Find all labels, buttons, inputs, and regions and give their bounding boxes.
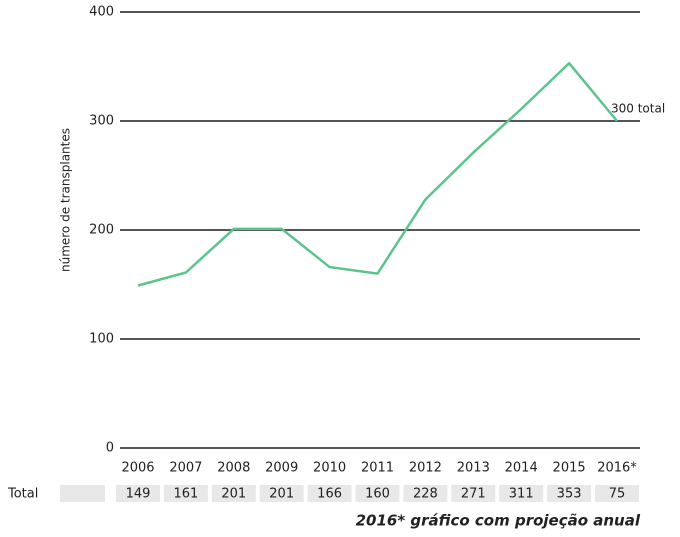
table-cell — [259, 485, 304, 502]
annotation: 300 total — [611, 102, 665, 116]
x-tick-label: 2016* — [597, 461, 637, 476]
table-cell — [595, 485, 639, 502]
x-tick-label: 2012 — [409, 461, 442, 476]
table-value: 160 — [365, 487, 390, 502]
table-cell — [451, 485, 496, 502]
table-cell — [307, 485, 352, 502]
x-tick-label: 2014 — [505, 461, 538, 476]
table-cell — [547, 485, 592, 502]
x-tick-label: 2007 — [169, 461, 202, 476]
footnote: 2016* gráfico com projeção anual — [356, 512, 641, 530]
table-value: 201 — [221, 487, 246, 502]
table-cell — [116, 485, 160, 502]
y-tick-label: 0 — [106, 441, 114, 456]
table-value: 149 — [126, 487, 151, 502]
table-value: 353 — [557, 487, 582, 502]
x-tick-label: 2013 — [457, 461, 490, 476]
table-value: 311 — [509, 487, 534, 502]
table-cell — [60, 485, 105, 502]
table-cell — [211, 485, 256, 502]
table-cell — [499, 485, 544, 502]
table-cell — [163, 485, 208, 502]
table-cell — [403, 485, 448, 502]
x-tick-label: 2011 — [361, 461, 394, 476]
x-tick-label: 2006 — [121, 461, 154, 476]
table-value: 161 — [173, 487, 198, 502]
x-tick-label: 2015 — [553, 461, 586, 476]
table-row-label: Total — [7, 487, 38, 502]
x-tick-label: 2009 — [265, 461, 298, 476]
table-cell — [355, 485, 400, 502]
x-tick-label: 2008 — [217, 461, 250, 476]
y-tick-label: 400 — [89, 5, 114, 20]
y-tick-label: 200 — [89, 223, 114, 238]
table-value: 201 — [269, 487, 294, 502]
table-value: 271 — [461, 487, 486, 502]
y-tick-label: 300 — [89, 114, 114, 129]
y-tick-label: 100 — [89, 332, 114, 347]
table-value: 75 — [609, 487, 626, 502]
table-value: 166 — [317, 487, 342, 502]
x-tick-label: 2010 — [313, 461, 346, 476]
y-axis-label: número de transplantes — [59, 128, 73, 272]
table-value: 228 — [413, 487, 438, 502]
line — [137, 61, 618, 287]
